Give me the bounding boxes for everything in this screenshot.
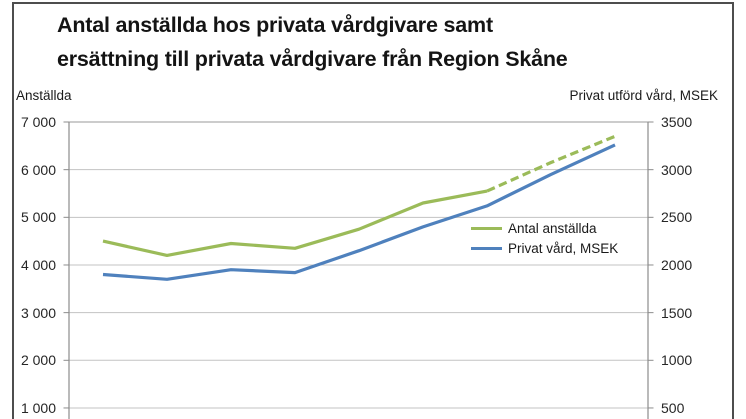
chart-title: Antal anställda hos privata vårdgivare s… [57, 9, 568, 76]
legend-item: Antal anställda [471, 219, 618, 239]
left-axis-tick-label: 5 000 [20, 209, 56, 226]
legend-label: Privat vård, MSEK [508, 240, 619, 256]
right-axis-tick-label: 2000 [661, 256, 693, 273]
legend-item: Privat vård, MSEK [471, 239, 618, 259]
left-axis-tick-label: 4 000 [20, 256, 56, 273]
right-axis-tick-label: 3000 [661, 161, 693, 178]
right-axis-tick-label: 1500 [661, 304, 693, 321]
right-axis-tick-label: 1000 [661, 352, 693, 369]
legend-label: Antal anställda [508, 221, 597, 237]
left-axis-tick-label: 3 000 [20, 304, 56, 321]
series-line-green-dashed [486, 134, 616, 193]
right-axis-tick-label: 3500 [661, 114, 693, 130]
right-axis-tick-label: 500 [661, 399, 685, 416]
legend-line-swatch [471, 246, 502, 250]
left-axis-tick-label: 7 000 [20, 114, 56, 130]
series-line-blue [102, 143, 616, 281]
legend: Antal anställda Privat vård, MSEK [471, 219, 618, 258]
series-line-green-solid [102, 189, 488, 257]
left-axis-tick-label: 6 000 [20, 161, 56, 178]
chart-frame [12, 2, 734, 419]
left-axis-unit-label: Anställda [16, 88, 72, 103]
right-axis-unit-label: Privat utförd vård, MSEK [569, 88, 718, 103]
left-axis-tick-label: 2 000 [20, 352, 56, 369]
legend-line-swatch [471, 227, 502, 231]
right-axis-tick-label: 2500 [661, 209, 693, 226]
chart-title-line1: Antal anställda hos privata vårdgivare s… [57, 13, 493, 37]
chart-title-line2: ersättning till privata vårdgivare från … [57, 46, 568, 71]
left-axis-tick-label: 1 000 [20, 399, 56, 416]
